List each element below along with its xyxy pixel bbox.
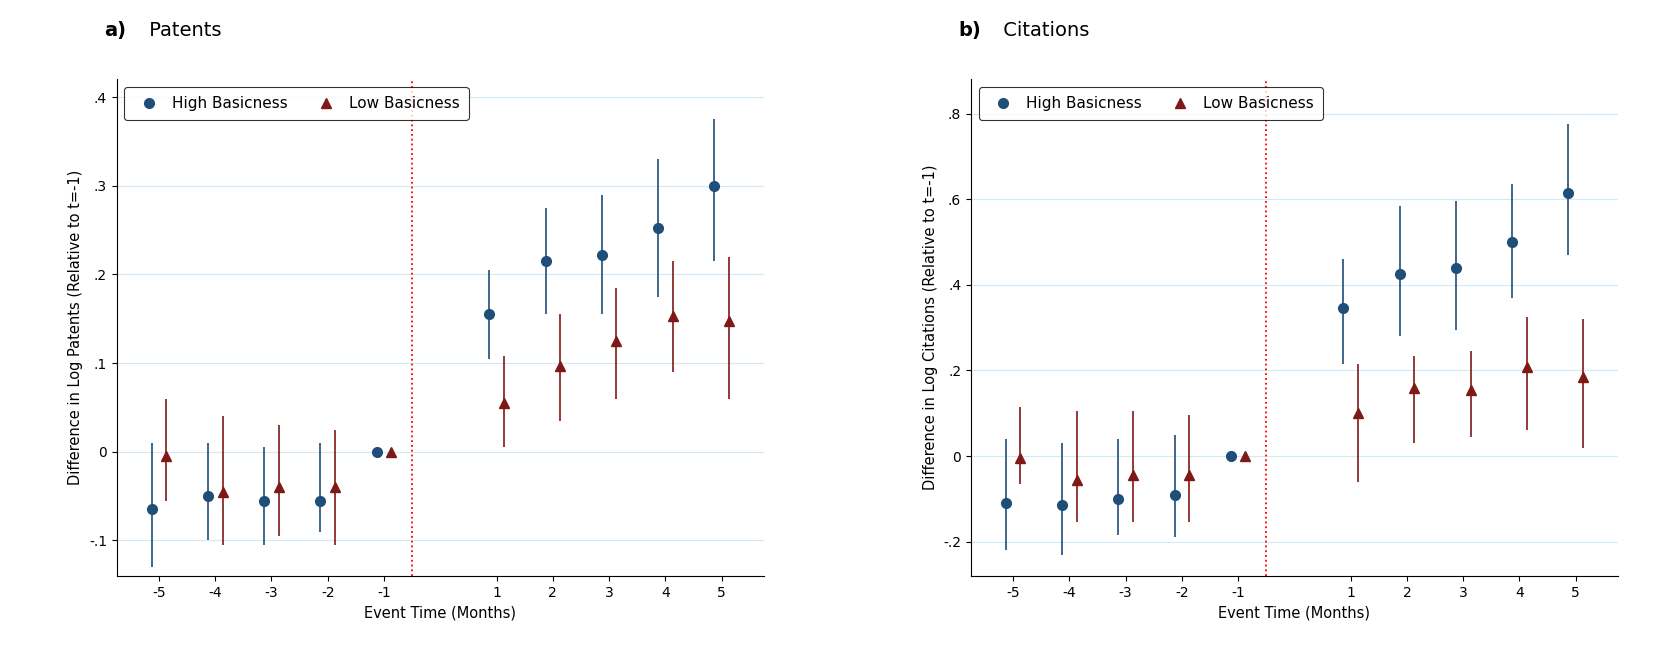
Legend: High Basicness, Low Basicness: High Basicness, Low Basicness	[979, 87, 1323, 120]
X-axis label: Event Time (Months): Event Time (Months)	[364, 605, 517, 620]
Legend: High Basicness, Low Basicness: High Basicness, Low Basicness	[125, 87, 469, 120]
Text: Citations: Citations	[997, 21, 1089, 40]
Text: b): b)	[957, 21, 981, 40]
Text: a): a)	[103, 21, 125, 40]
Y-axis label: Difference in Log Patents (Relative to t=-1): Difference in Log Patents (Relative to t…	[68, 170, 83, 485]
X-axis label: Event Time (Months): Event Time (Months)	[1218, 605, 1371, 620]
Y-axis label: Difference in Log Citations (Relative to t=-1): Difference in Log Citations (Relative to…	[922, 165, 937, 491]
Text: Patents: Patents	[143, 21, 222, 40]
